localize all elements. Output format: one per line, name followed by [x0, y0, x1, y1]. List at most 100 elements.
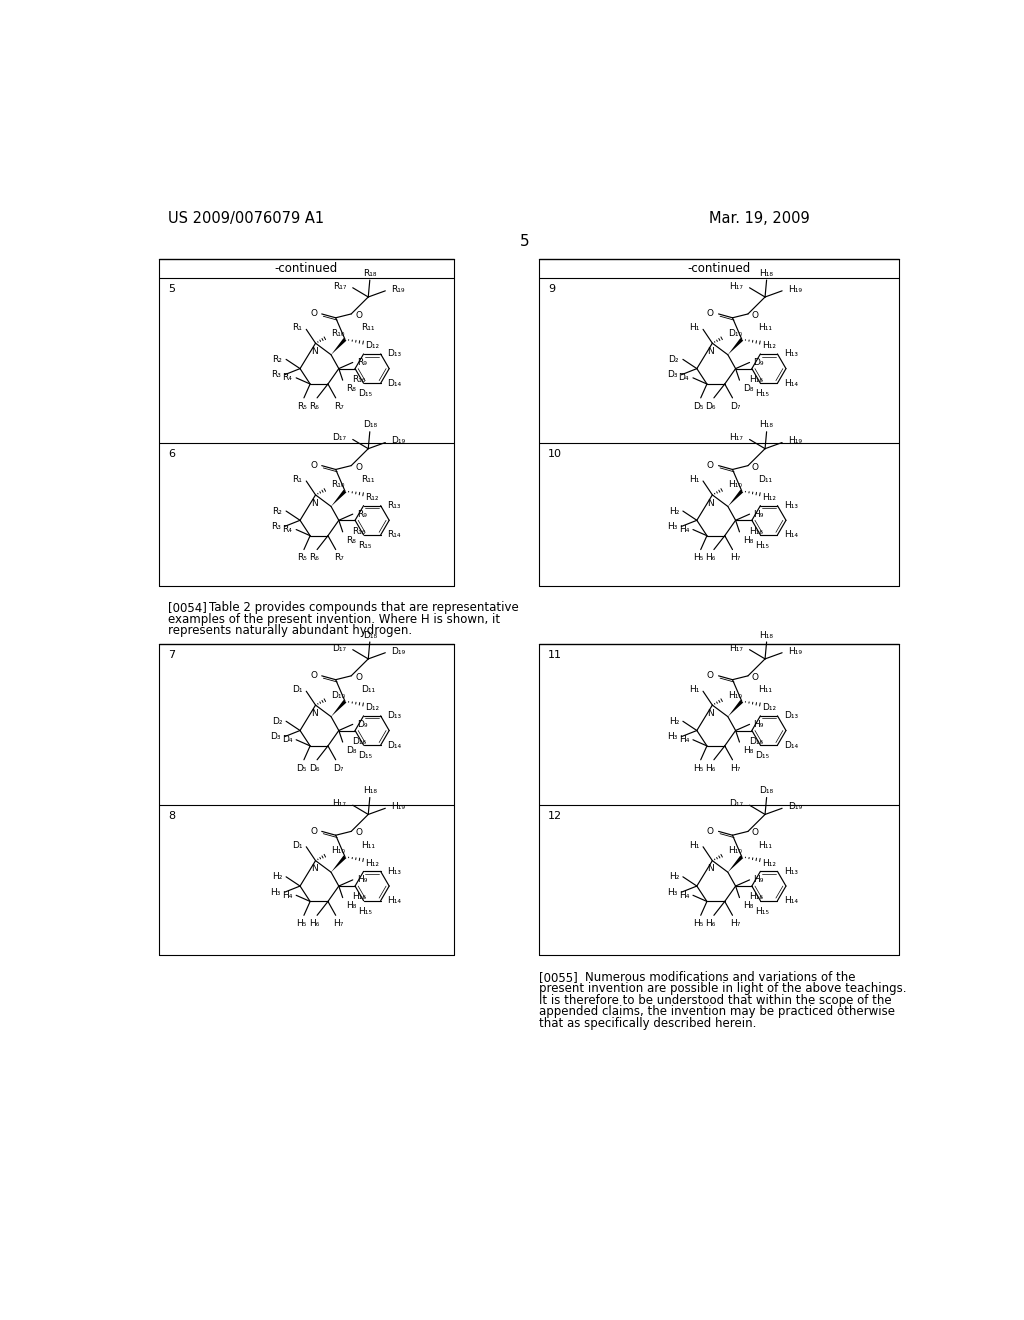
Text: H₁₄: H₁₄: [387, 896, 400, 906]
Text: H₈: H₈: [743, 536, 754, 545]
Text: D₆: D₆: [309, 763, 319, 772]
Text: O: O: [355, 673, 362, 682]
Text: O: O: [707, 461, 714, 470]
Text: R₂: R₂: [272, 507, 283, 516]
Text: -continued: -continued: [274, 261, 338, 275]
Text: H₁: H₁: [689, 475, 699, 484]
Text: H₁₁: H₁₁: [758, 685, 772, 694]
Polygon shape: [331, 490, 346, 507]
Text: 5: 5: [168, 284, 175, 294]
Polygon shape: [728, 700, 743, 717]
Text: H₄: H₄: [679, 891, 689, 900]
Text: -continued: -continued: [687, 261, 751, 275]
Text: N: N: [708, 347, 714, 356]
Text: R₈: R₈: [346, 384, 356, 393]
Text: D₁₀: D₁₀: [331, 690, 345, 700]
Text: It is therefore to be understood that within the scope of the: It is therefore to be understood that wi…: [539, 994, 891, 1007]
Text: O: O: [752, 673, 759, 682]
Text: 9: 9: [548, 284, 555, 294]
Polygon shape: [331, 700, 346, 717]
Text: D₄: D₄: [282, 735, 292, 744]
Text: D₉: D₉: [754, 358, 764, 367]
Text: H₁: H₁: [689, 685, 699, 694]
Text: H₁₄: H₁₄: [783, 896, 798, 906]
Text: R₉: R₉: [356, 358, 367, 367]
Text: H₈: H₈: [346, 902, 357, 911]
Text: H₇: H₇: [334, 919, 344, 928]
Text: H₁₆: H₁₆: [749, 892, 763, 902]
Text: D₁₃: D₁₃: [387, 350, 401, 359]
Text: R₁₈: R₁₈: [364, 269, 377, 277]
Text: R₇: R₇: [334, 401, 344, 411]
Text: D₁₁: D₁₁: [758, 475, 772, 484]
Text: R₁₁: R₁₁: [361, 323, 375, 333]
Text: O: O: [752, 463, 759, 471]
Text: H₁₂: H₁₂: [762, 341, 776, 350]
Text: 5: 5: [520, 234, 529, 249]
Text: D₄: D₄: [679, 374, 689, 383]
Text: O: O: [752, 829, 759, 837]
Text: O: O: [355, 312, 362, 319]
Text: H₁₇: H₁₇: [333, 799, 346, 808]
Text: H₂: H₂: [669, 717, 679, 726]
Text: that as specifically described herein.: that as specifically described herein.: [539, 1016, 756, 1030]
Text: R₁: R₁: [293, 475, 302, 484]
Text: D₁₅: D₁₅: [358, 751, 372, 760]
Text: H₁₅: H₁₅: [755, 389, 769, 399]
Text: O: O: [310, 672, 317, 680]
Text: R₁₁: R₁₁: [361, 475, 375, 484]
Text: H₇: H₇: [730, 763, 740, 772]
Text: O: O: [310, 461, 317, 470]
Text: R₄: R₄: [283, 374, 292, 383]
Text: present invention are possible in light of the above teachings.: present invention are possible in light …: [539, 982, 906, 995]
Text: H₃: H₃: [270, 888, 281, 896]
Text: R₅: R₅: [297, 401, 306, 411]
Text: [0055]: [0055]: [539, 970, 578, 983]
Text: N: N: [310, 709, 317, 718]
Text: H₅: H₅: [693, 553, 703, 562]
Text: H₁₈: H₁₈: [760, 269, 773, 277]
Text: O: O: [310, 826, 317, 836]
Text: D₁₁: D₁₁: [361, 685, 376, 694]
Text: H₁₅: H₁₅: [755, 907, 769, 916]
Text: O: O: [355, 829, 362, 837]
Text: H₉: H₉: [356, 875, 367, 884]
Text: N: N: [708, 499, 714, 508]
Text: Mar. 19, 2009: Mar. 19, 2009: [710, 211, 810, 226]
Text: H₉: H₉: [754, 875, 764, 884]
Text: H₁₀: H₁₀: [728, 690, 741, 700]
Text: D₂: D₂: [669, 355, 679, 364]
Text: H₄: H₄: [679, 735, 689, 744]
Text: H₆: H₆: [706, 919, 716, 928]
Text: H₅: H₅: [693, 919, 703, 928]
Text: R₁₄: R₁₄: [387, 531, 400, 540]
Text: H₃: H₃: [667, 521, 678, 531]
Text: O: O: [310, 309, 317, 318]
Text: H₃: H₃: [667, 888, 678, 896]
Text: 12: 12: [548, 812, 562, 821]
Text: D₆: D₆: [706, 401, 716, 411]
Text: H₉: H₉: [754, 719, 764, 729]
Text: D₁₇: D₁₇: [333, 644, 346, 652]
Text: H₁₁: H₁₁: [361, 841, 375, 850]
Text: R₁₃: R₁₃: [387, 502, 400, 510]
Text: R₈: R₈: [346, 536, 356, 545]
Text: H₅: H₅: [693, 763, 703, 772]
Text: 6: 6: [168, 449, 175, 459]
Text: D₇: D₇: [334, 763, 344, 772]
Text: D₈: D₈: [346, 746, 357, 755]
Text: examples of the present invention. Where H is shown, it: examples of the present invention. Where…: [168, 612, 501, 626]
Text: H₉: H₉: [754, 510, 764, 519]
Polygon shape: [728, 338, 743, 355]
Text: D₁₆: D₁₆: [352, 737, 367, 746]
Text: H₁₀: H₁₀: [728, 846, 741, 855]
Text: D₉: D₉: [356, 719, 368, 729]
Text: H₁₀: H₁₀: [728, 480, 741, 490]
Text: R₁₉: R₁₉: [391, 285, 406, 294]
Text: H₁₈: H₁₈: [760, 421, 773, 429]
Text: R₆: R₆: [309, 553, 318, 562]
Polygon shape: [331, 855, 346, 873]
Text: O: O: [707, 672, 714, 680]
Text: H₁₀: H₁₀: [331, 846, 345, 855]
Text: R₄: R₄: [283, 525, 292, 535]
